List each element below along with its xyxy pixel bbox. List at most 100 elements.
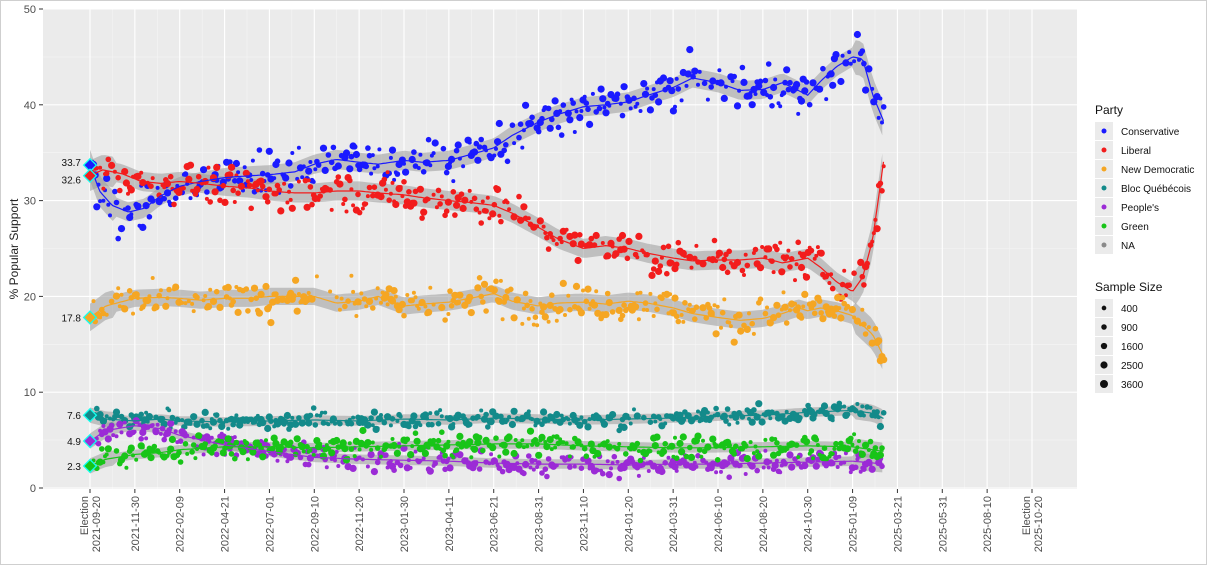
poll-point bbox=[425, 136, 432, 143]
poll-point bbox=[435, 187, 442, 194]
poll-point bbox=[409, 297, 416, 304]
poll-point bbox=[342, 303, 348, 310]
poll-point bbox=[426, 445, 431, 450]
poll-point bbox=[413, 295, 418, 300]
poll-point bbox=[285, 159, 293, 167]
poll-point bbox=[306, 178, 311, 183]
poll-point bbox=[526, 216, 531, 221]
poll-point bbox=[471, 445, 479, 453]
poll-point bbox=[309, 201, 315, 208]
poll-point bbox=[742, 443, 749, 449]
poll-point bbox=[359, 291, 364, 296]
poll-point bbox=[615, 306, 623, 314]
poll-point bbox=[866, 325, 871, 330]
poll-point bbox=[701, 80, 708, 87]
poll-point bbox=[737, 327, 745, 335]
x-tick-label: 2024-03-31 bbox=[668, 496, 680, 552]
poll-point bbox=[446, 439, 451, 444]
poll-point bbox=[583, 100, 590, 106]
poll-point bbox=[402, 168, 410, 176]
poll-point bbox=[572, 130, 577, 134]
poll-point bbox=[323, 410, 328, 415]
poll-point bbox=[377, 193, 385, 201]
poll-point bbox=[861, 413, 866, 418]
poll-point bbox=[704, 443, 712, 451]
poll-point bbox=[847, 50, 852, 55]
poll-point bbox=[416, 306, 421, 311]
poll-point bbox=[659, 447, 668, 456]
poll-point bbox=[838, 440, 844, 447]
poll-point bbox=[115, 235, 121, 242]
poll-point bbox=[301, 449, 306, 454]
election-result-marker bbox=[82, 157, 98, 173]
poll-point bbox=[769, 103, 775, 109]
poll-point bbox=[296, 415, 302, 421]
poll-point bbox=[112, 408, 121, 416]
poll-point bbox=[590, 91, 595, 96]
poll-point bbox=[466, 293, 474, 301]
poll-point bbox=[466, 438, 474, 446]
poll-point bbox=[505, 200, 510, 205]
poll-point bbox=[654, 306, 660, 313]
poll-point bbox=[411, 149, 417, 155]
poll-point bbox=[193, 420, 201, 428]
poll-point bbox=[848, 306, 857, 314]
poll-point bbox=[347, 441, 352, 446]
poll-point bbox=[326, 422, 331, 427]
poll-point bbox=[566, 293, 571, 298]
poll-point bbox=[264, 424, 272, 433]
poll-point bbox=[487, 216, 492, 221]
poll-point bbox=[636, 317, 641, 322]
poll-point bbox=[813, 436, 820, 443]
election-result-label: 17.8 bbox=[62, 313, 82, 324]
poll-point bbox=[584, 457, 592, 465]
poll-point bbox=[418, 152, 423, 157]
poll-point bbox=[146, 214, 153, 220]
poll-point bbox=[442, 317, 448, 323]
poll-point bbox=[190, 413, 198, 421]
poll-point bbox=[651, 442, 659, 450]
poll-point bbox=[567, 454, 572, 459]
poll-point bbox=[653, 419, 658, 424]
poll-point bbox=[673, 313, 680, 320]
poll-point bbox=[204, 422, 210, 429]
poll-point bbox=[379, 300, 383, 305]
poll-point bbox=[492, 153, 497, 158]
poll-point bbox=[434, 410, 440, 416]
poll-point bbox=[144, 436, 149, 441]
poll-point bbox=[134, 172, 142, 180]
poll-point bbox=[820, 65, 826, 72]
poll-point bbox=[274, 182, 281, 189]
poll-point bbox=[438, 303, 446, 312]
poll-point bbox=[330, 144, 337, 151]
poll-point bbox=[165, 453, 170, 458]
x-tick-label: 2024-10-30 bbox=[803, 496, 815, 552]
poll-point bbox=[364, 304, 369, 309]
poll-point bbox=[429, 421, 435, 428]
y-tick-label: 40 bbox=[24, 100, 36, 112]
poll-point bbox=[559, 413, 564, 418]
x-tick-label: Election 2025-10-20 bbox=[1021, 496, 1045, 552]
svg-text:2024-03-31: 2024-03-31 bbox=[668, 496, 680, 552]
poll-point bbox=[257, 177, 265, 185]
poll-point bbox=[579, 415, 584, 420]
poll-point bbox=[420, 169, 427, 175]
poll-point bbox=[504, 158, 511, 165]
poll-point bbox=[201, 408, 209, 416]
trend-line bbox=[89, 425, 884, 466]
poll-point bbox=[124, 465, 129, 470]
poll-point bbox=[795, 239, 801, 246]
poll-point bbox=[778, 104, 783, 109]
poll-point bbox=[816, 298, 823, 304]
poll-point bbox=[774, 440, 780, 446]
poll-point bbox=[538, 433, 546, 441]
poll-point bbox=[851, 270, 857, 277]
poll-point bbox=[101, 198, 106, 203]
poll-point bbox=[726, 474, 732, 481]
poll-point bbox=[342, 196, 348, 203]
poll-point bbox=[168, 435, 176, 444]
poll-point bbox=[505, 433, 513, 441]
poll-point bbox=[819, 315, 827, 323]
poll-point bbox=[653, 433, 661, 441]
